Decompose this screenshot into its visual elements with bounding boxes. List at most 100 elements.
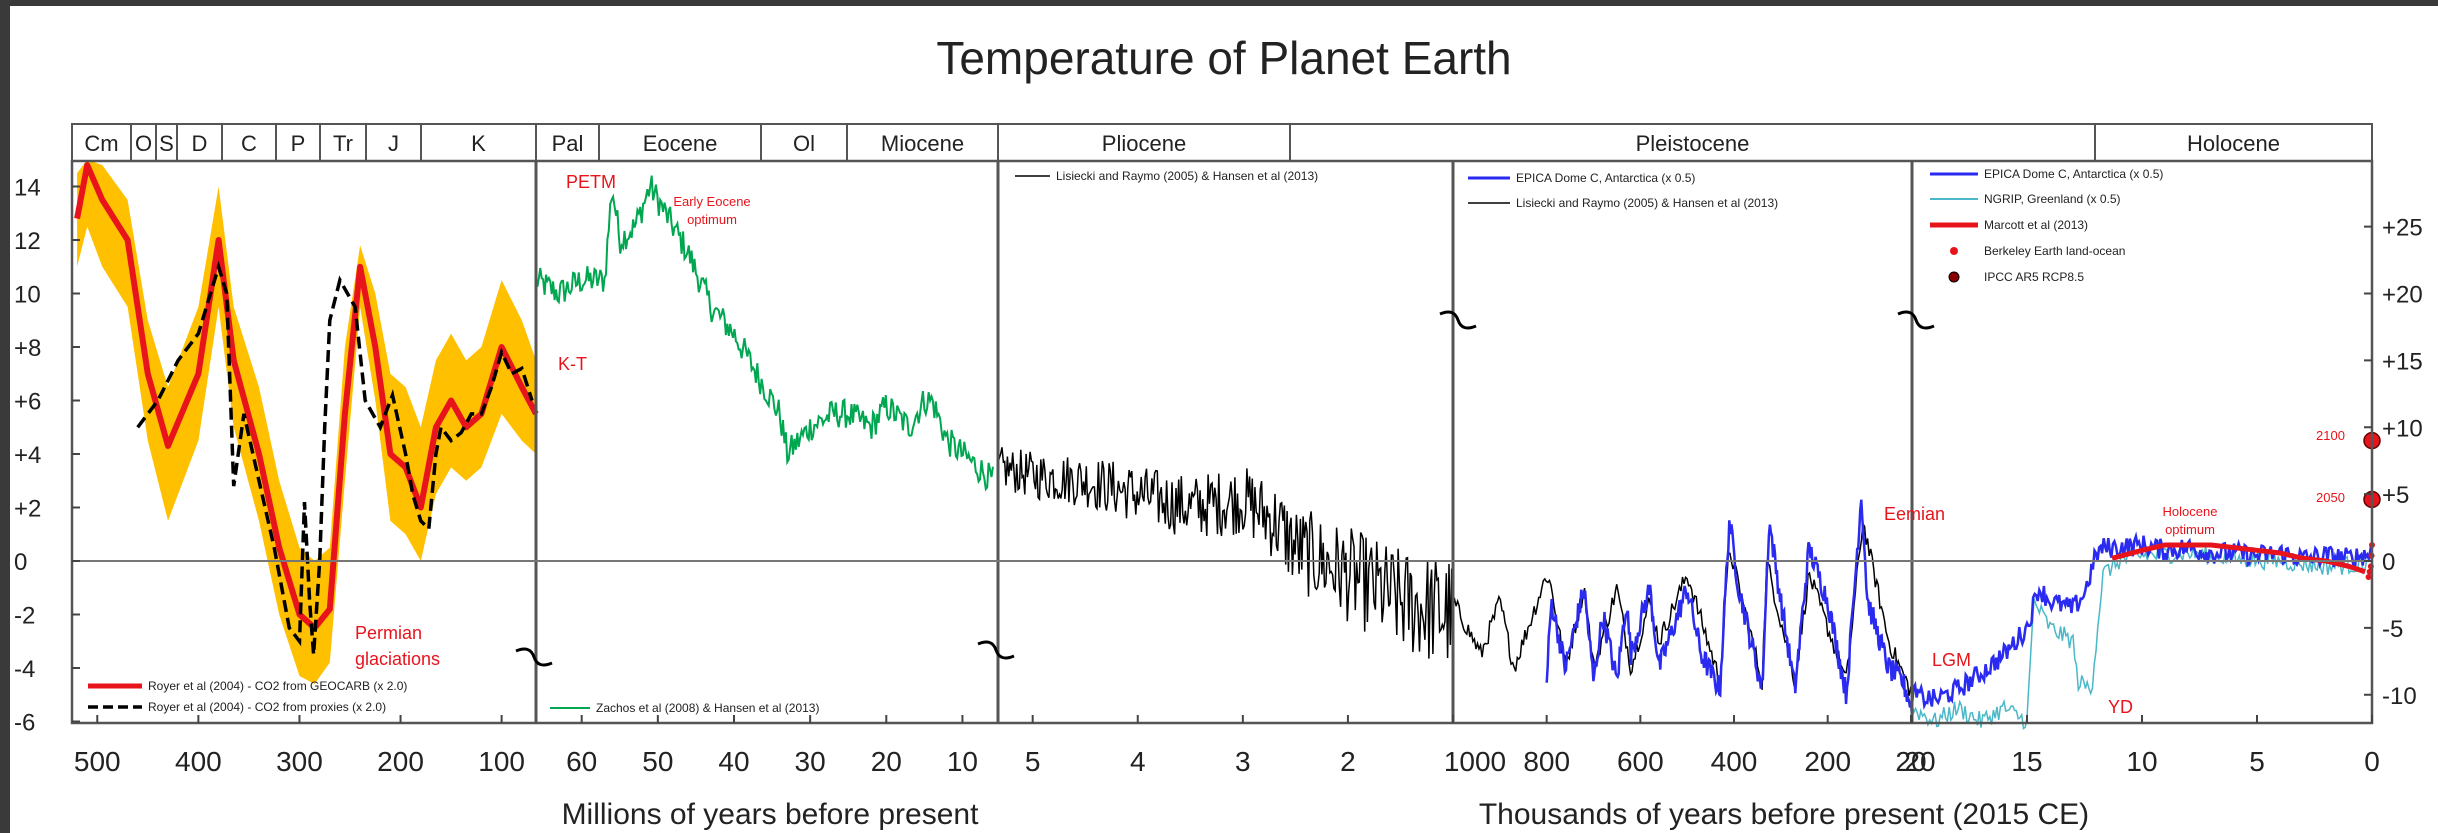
era-label: Pal xyxy=(552,131,584,156)
y-tick-label: 14 xyxy=(14,175,41,202)
plot-frame xyxy=(70,159,2374,725)
annotation-label: 2100 xyxy=(2316,428,2345,443)
annotation-label: 2050 xyxy=(2316,490,2345,505)
legend-label-epica: EPICA Dome C, Antarctica (x 0.5) xyxy=(1516,171,1695,185)
legend-label-lisiecki: Lisiecki and Raymo (2005) & Hansen et al… xyxy=(1056,169,1318,183)
era-bar-frame xyxy=(71,123,2373,162)
era-label: Cm xyxy=(84,131,118,156)
era-label: C xyxy=(241,131,257,156)
axis-break-mark xyxy=(515,647,553,667)
x-tick-label: 50 xyxy=(642,746,673,777)
proxies-series-line xyxy=(136,260,534,655)
legend-label-holocene: NGRIP, Greenland (x 0.5) xyxy=(1984,192,2121,206)
x-tick-label: 20 xyxy=(1895,746,1926,777)
legend-label-holocene: IPCC AR5 RCP8.5 xyxy=(1984,270,2084,284)
lisiecki-pliocene-line xyxy=(997,447,1454,659)
axis-break-mark xyxy=(1897,310,1935,330)
x-tick-label: 60 xyxy=(566,746,597,777)
annotation-label: optimum xyxy=(687,212,737,227)
annotation-label: Holocene xyxy=(2163,504,2218,519)
x-tick-label: 400 xyxy=(1711,746,1758,777)
era-label: Miocene xyxy=(881,131,964,156)
x-tick-label: 5 xyxy=(1025,746,1041,777)
legend-label-zachos: Zachos et al (2008) & Hansen et al (2013… xyxy=(596,701,819,715)
x-tick-label: 20 xyxy=(871,746,902,777)
y-tick-label: -6 xyxy=(14,710,35,737)
series-lines xyxy=(74,162,2381,730)
x-tick-label: 20 xyxy=(1904,746,1935,777)
y-tick-label-right: +10 xyxy=(2382,415,2423,442)
x-tick-label: 10 xyxy=(947,746,978,777)
era-label: D xyxy=(192,131,208,156)
x-tick-label: 30 xyxy=(795,746,826,777)
plot-border xyxy=(70,159,2374,725)
x-tick-label: 5 xyxy=(2249,746,2265,777)
ngrip-series-line xyxy=(1911,545,2373,730)
era-label: P xyxy=(291,131,306,156)
x-tick-label: 200 xyxy=(377,746,424,777)
x-tick-label: 800 xyxy=(1523,746,1570,777)
chart-title: Temperature of Planet Earth xyxy=(936,32,1511,84)
legend-swatch-berkeley xyxy=(1950,247,1958,255)
y-tick-label: +2 xyxy=(14,496,41,523)
temperature-chart: Temperature of Planet Earth Cm O S D C P Tr J K P… xyxy=(14,32,2423,831)
x-tick-label: 100 xyxy=(478,746,525,777)
x-tick-label: 500 xyxy=(74,746,121,777)
zachos-series-line xyxy=(535,175,994,492)
x-tick-label: 10 xyxy=(2126,746,2157,777)
x-tick-label: 0 xyxy=(2364,746,2380,777)
chart-canvas: Temperature of Planet Earth Cm O S D C P Tr J K P… xyxy=(10,6,2438,833)
epica-holocene-line xyxy=(1910,531,2374,711)
x-tick-label: 200 xyxy=(1804,746,1851,777)
era-label: Pliocene xyxy=(1102,131,1186,156)
y-tick-label-right: 0 xyxy=(2382,549,2395,576)
annotation-label: PETM xyxy=(566,172,616,192)
x-tick-label: 300 xyxy=(276,746,323,777)
berkeley-point xyxy=(2365,574,2372,581)
y-tick-label-right: -10 xyxy=(2382,683,2417,710)
annotation-label: YD xyxy=(2108,697,2133,717)
x-axis-ticks: 500 400 300 200 100 60 50 40 30 20 10 5 4 3 2 1000 800 60… xyxy=(74,715,2380,777)
era-label: Tr xyxy=(333,131,353,156)
x-tick-label: 4 xyxy=(1130,746,1146,777)
legend-swatch-ipcc xyxy=(1948,271,1960,283)
annotation-label: Eemian xyxy=(1884,504,1945,524)
annotation-label: optimum xyxy=(2165,522,2215,537)
era-label: O xyxy=(135,131,152,156)
annotations: Permian glaciations PETM Early Eocene optimu… xyxy=(355,172,2345,717)
x-tick-label: 2 xyxy=(1340,746,1356,777)
x-tick-label: 3 xyxy=(1235,746,1251,777)
era-bar: Cm O S D C P Tr J K Pal Eocene Ol Miocene Pliocene Ple… xyxy=(71,123,2373,162)
x-tick-label: 400 xyxy=(175,746,222,777)
axis-break-mark xyxy=(1439,310,1477,330)
legend-label-holocene: EPICA Dome C, Antarctica (x 0.5) xyxy=(1984,167,2163,181)
y-tick-label: +6 xyxy=(14,389,41,416)
y-tick-label: -2 xyxy=(14,603,35,630)
era-label: S xyxy=(159,131,174,156)
annotation-label: Early Eocene xyxy=(673,194,750,209)
era-label: Eocene xyxy=(643,131,718,156)
y-axis-ticks: 141210+8+6+4+20-2-4-6+25+20+15+10+50-5-1… xyxy=(14,175,2423,737)
geocarb-uncertainty-band xyxy=(77,159,536,685)
y-tick-label: 12 xyxy=(14,228,41,255)
era-label: J xyxy=(388,131,399,156)
x-axis-label-thousands: Thousands of years before present (2015 … xyxy=(1479,798,2089,831)
y-tick-label-right: +25 xyxy=(2382,215,2423,242)
y-tick-label: 0 xyxy=(14,549,27,576)
annotation-label: Permian xyxy=(355,623,422,643)
era-label: K xyxy=(471,131,486,156)
annotation-label: K-T xyxy=(558,354,587,374)
y-tick-label-right: +15 xyxy=(2382,348,2423,375)
annotation-label: LGM xyxy=(1932,650,1971,670)
confidence-band xyxy=(77,159,536,685)
legend-label-lisiecki-2: Lisiecki and Raymo (2005) & Hansen et al… xyxy=(1516,196,1778,210)
axis-break-mark xyxy=(977,640,1015,660)
y-tick-label: +4 xyxy=(14,442,41,469)
y-tick-label-right: +20 xyxy=(2382,282,2423,309)
y-tick-label-right: -5 xyxy=(2382,616,2403,643)
x-tick-label: 1000 xyxy=(1444,746,1506,777)
legend-label-geocarb: Royer et al (2004) - CO2 from GEOCARB (x… xyxy=(148,679,407,693)
x-tick-label: 600 xyxy=(1617,746,1664,777)
legend-label-holocene: Marcott et al (2013) xyxy=(1984,218,2088,232)
annotation-label: glaciations xyxy=(355,649,440,669)
